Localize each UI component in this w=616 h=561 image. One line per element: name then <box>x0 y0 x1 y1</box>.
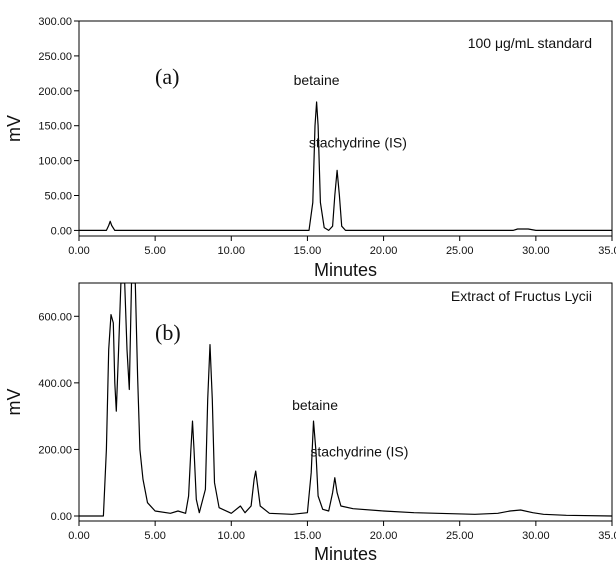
x-tick-label: 5.00 <box>144 245 165 257</box>
y-axis-title: mV <box>4 115 24 142</box>
plot-frame <box>78 282 613 522</box>
x-tick-label: 15.00 <box>294 245 322 257</box>
y-tick-label: 0.00 <box>51 225 72 237</box>
x-tick-label: 35.00 <box>598 245 616 257</box>
chart-panel-a: 0.00 5.00 10.00 15.00 20.00 25.00 30.00 35.00 0.… <box>4 16 616 280</box>
y-tick-label: 300.00 <box>38 16 72 28</box>
x-tick-label: 25.00 <box>446 530 474 542</box>
x-axis-title: Minutes <box>314 260 377 280</box>
y-tick-label: 150.00 <box>38 121 72 133</box>
x-tick-label: 0.00 <box>68 245 89 257</box>
peak-label-stachydrine: stachydrine (IS) <box>309 135 407 151</box>
y-tick-label: 250.00 <box>38 51 72 63</box>
panel-label: (a) <box>155 64 179 89</box>
peak-label-betaine: betaine <box>294 72 340 88</box>
x-tick-label: 10.00 <box>218 530 246 542</box>
y-tick-label: 0.00 <box>51 511 72 523</box>
peak-label-stachydrine: stachydrine (IS) <box>310 444 408 460</box>
x-tick-label: 0.00 <box>68 530 89 542</box>
x-tick-label: 5.00 <box>144 530 165 542</box>
x-tick-label: 30.00 <box>522 530 550 542</box>
x-tick-label: 25.00 <box>446 245 474 257</box>
series-trace <box>79 283 612 517</box>
plot-frame <box>78 20 613 237</box>
x-tick-label: 15.00 <box>294 530 322 542</box>
chart-panel-b: 0.00 5.00 10.00 15.00 20.00 25.00 30.00 35.00 0.… <box>4 282 616 561</box>
y-tick-label: 200.00 <box>38 444 72 456</box>
y-tick-label: 200.00 <box>38 86 72 98</box>
x-tick-label: 20.00 <box>370 530 398 542</box>
x-tick-label: 35.00 <box>598 530 616 542</box>
peak-label-betaine: betaine <box>292 397 338 413</box>
sample-label: 100 μg/mL standard <box>468 35 592 51</box>
y-tick-label: 100.00 <box>38 156 72 168</box>
y-axis-title: mV <box>4 389 24 416</box>
series-trace <box>79 101 612 231</box>
y-tick-label: 50.00 <box>44 191 72 203</box>
x-axis-title: Minutes <box>314 544 377 561</box>
x-tick-label: 10.00 <box>218 245 246 257</box>
x-tick-label: 30.00 <box>522 245 550 257</box>
sample-label: Extract of Fructus Lycii <box>451 288 592 304</box>
y-tick-label: 400.00 <box>38 378 72 390</box>
y-tick-label: 600.00 <box>38 311 72 323</box>
x-tick-label: 20.00 <box>370 245 398 257</box>
panel-label: (b) <box>155 320 181 345</box>
